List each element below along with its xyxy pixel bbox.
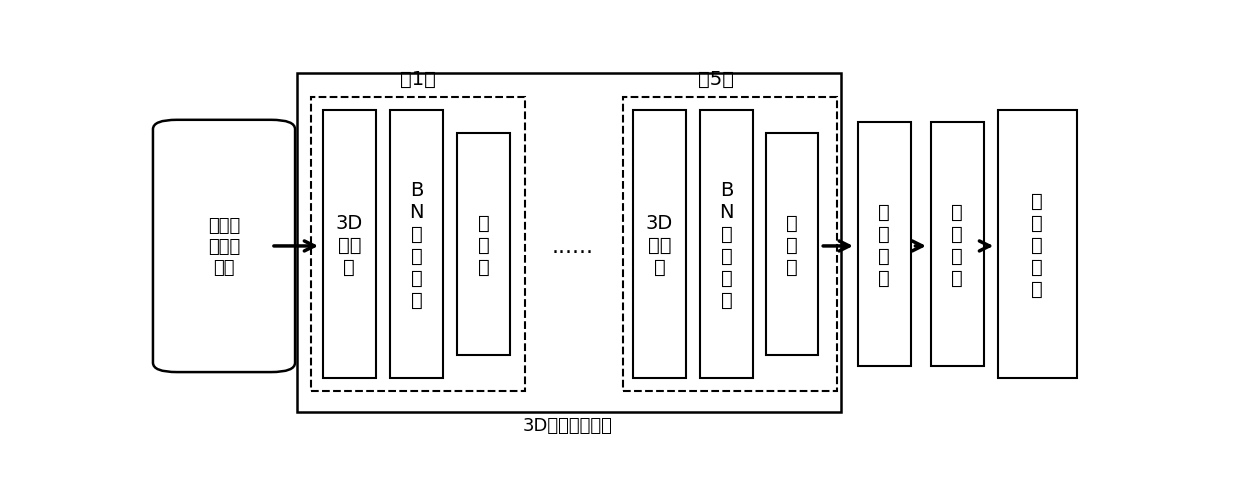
Bar bbox=[633, 111, 686, 378]
Bar bbox=[997, 111, 1077, 378]
Text: B
N
归
一
化
层: B N 归 一 化 层 bbox=[720, 180, 733, 309]
Bar bbox=[390, 111, 444, 378]
Bar bbox=[457, 134, 510, 355]
Bar bbox=[323, 111, 375, 378]
Bar bbox=[700, 111, 753, 378]
Bar bbox=[930, 122, 984, 366]
FancyBboxPatch shape bbox=[152, 121, 295, 372]
Text: 池
化
层: 池 化 层 bbox=[478, 213, 489, 276]
Text: 池
化
层: 池 化 层 bbox=[786, 213, 798, 276]
Text: 3D
卷积
层: 3D 卷积 层 bbox=[336, 213, 363, 276]
Text: ......: ...... bbox=[551, 237, 593, 256]
Text: 3D卷积神经网络: 3D卷积神经网络 bbox=[523, 416, 613, 434]
Text: 3D
卷积
层: 3D 卷积 层 bbox=[646, 213, 673, 276]
Text: 有标签
的源域
视频: 有标签 的源域 视频 bbox=[208, 217, 240, 276]
Text: B
N
归
一
化
层: B N 归 一 化 层 bbox=[409, 180, 424, 309]
Text: 第5层: 第5层 bbox=[698, 70, 733, 89]
Text: 全
连
接
层: 全 连 接 层 bbox=[878, 202, 890, 287]
Text: 全
连
接
层: 全 连 接 层 bbox=[952, 202, 963, 287]
Text: 第1层: 第1层 bbox=[400, 70, 436, 89]
Bar bbox=[857, 122, 911, 366]
Text: 标
签
分
类
器: 标 签 分 类 器 bbox=[1031, 191, 1043, 298]
Bar bbox=[623, 98, 836, 391]
Bar bbox=[297, 74, 841, 412]
Bar bbox=[766, 134, 819, 355]
Bar bbox=[311, 98, 524, 391]
